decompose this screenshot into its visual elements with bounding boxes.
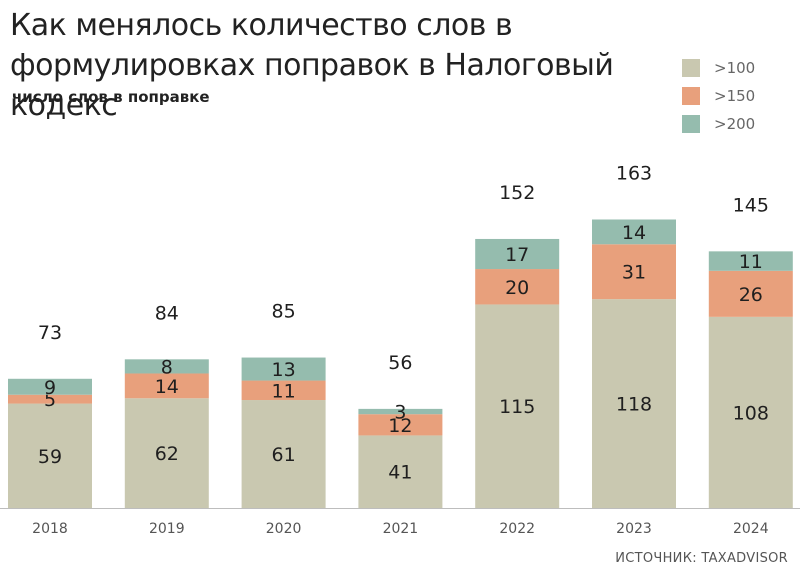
bar-segment [592, 299, 676, 508]
legend-swatch-over-200 [682, 115, 700, 133]
legend-label-over-200: >200 [714, 115, 756, 133]
x-tick-label: 2019 [149, 521, 185, 537]
legend-swatch-over-150 [682, 87, 700, 105]
data-label: 3 [394, 402, 406, 424]
bar-segment [592, 219, 676, 245]
data-label: 61 [272, 444, 296, 466]
bar-segment [708, 270, 793, 317]
x-tick-label: 2022 [499, 521, 535, 537]
bar-segment [8, 403, 92, 508]
bar-segment [475, 238, 560, 270]
data-label: 13 [272, 359, 296, 381]
bar-segment [124, 398, 209, 508]
bar-segment [124, 359, 209, 374]
bar-segment [241, 380, 326, 401]
bar-segment [358, 414, 443, 436]
x-tick-label: 2020 [266, 521, 302, 537]
bar-segment [358, 408, 443, 415]
total-label: 73 [38, 322, 62, 344]
chart-title: Как менялось количество слов в формулиро… [10, 8, 614, 123]
bar-segment [708, 316, 793, 508]
total-label: 163 [616, 162, 652, 184]
data-label: 59 [38, 446, 62, 468]
source-note: ИСТОЧНИК: TAXADVISOR [615, 551, 788, 566]
data-label: 11 [272, 380, 296, 402]
total-label: 152 [499, 182, 535, 204]
data-label: 17 [505, 244, 529, 266]
x-tick-label: 2021 [383, 521, 419, 537]
data-label: 9 [44, 377, 56, 399]
data-label: 62 [155, 443, 179, 465]
x-tick-label: 2018 [32, 521, 68, 537]
legend-item-over-150: >150 [682, 83, 755, 109]
bar-segment [241, 357, 326, 381]
legend-swatch-over-100 [682, 59, 700, 77]
total-label: 56 [388, 352, 412, 374]
legend-label-over-100: >100 [714, 59, 756, 77]
legend-item-over-200: >200 [682, 111, 755, 137]
total-label: 145 [733, 194, 769, 216]
data-label: 108 [733, 402, 769, 424]
chart-subtitle: число слов в поправке [12, 88, 210, 106]
data-label: 31 [622, 262, 646, 284]
data-label: 14 [155, 376, 179, 398]
bar-segment [8, 378, 92, 395]
bar-segment [241, 400, 326, 508]
legend-label-over-150: >150 [714, 87, 756, 105]
bar-segment [475, 269, 560, 305]
x-tick-label: 2023 [616, 521, 652, 537]
data-label: 12 [388, 415, 412, 437]
total-label: 85 [272, 301, 296, 323]
data-label: 8 [161, 356, 173, 378]
bar-segment [358, 435, 443, 508]
data-label: 118 [616, 394, 652, 416]
bar-segment [8, 394, 92, 404]
data-label: 115 [499, 396, 535, 418]
data-label: 26 [739, 284, 763, 306]
bar-segment [592, 244, 676, 300]
total-label: 84 [155, 302, 179, 324]
data-label: 11 [739, 251, 763, 273]
x-tick-label: 2024 [733, 521, 769, 537]
legend: >100 >150 >200 [682, 55, 755, 139]
bar-segment [708, 251, 793, 271]
data-label: 41 [388, 462, 412, 484]
bar-segment [124, 373, 209, 399]
legend-item-over-100: >100 [682, 55, 755, 81]
bar-segment [475, 304, 560, 508]
data-label: 14 [622, 222, 646, 244]
data-label: 20 [505, 277, 529, 299]
